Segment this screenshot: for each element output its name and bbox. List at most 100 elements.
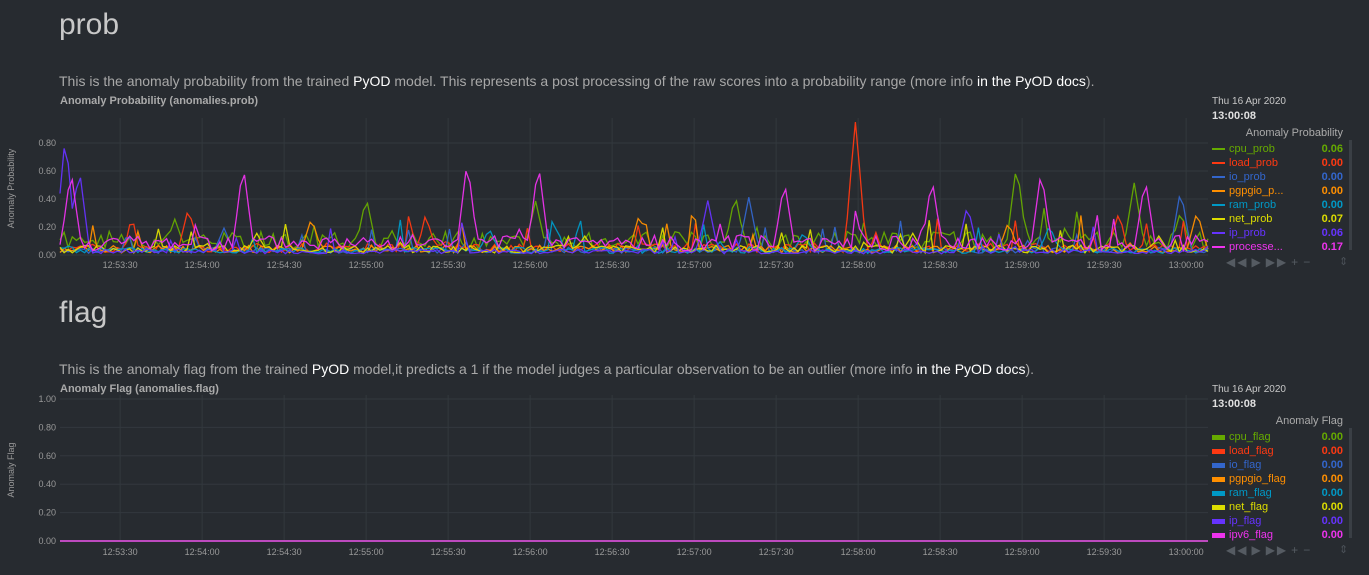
resize-icon[interactable]: ⇕ — [1339, 256, 1349, 268]
zoom-out-icon[interactable]: − — [1303, 255, 1313, 269]
chart-controls: ◀◀ ▶ ▶▶ + − — [1226, 255, 1315, 269]
legend-series-value: 0.17 — [1321, 241, 1343, 253]
legend-item-load_prob[interactable]: load_prob 0.00 — [1212, 156, 1352, 170]
x-tick-label: 12:59:30 — [1087, 260, 1122, 270]
pan-right-icon[interactable]: ▶▶ — [1265, 255, 1289, 269]
legend-swatch — [1212, 232, 1225, 234]
x-tick-label: 12:53:30 — [103, 260, 138, 270]
legend-series-name: ram_prob — [1229, 199, 1277, 211]
legend-scrollbar[interactable] — [1349, 140, 1352, 250]
x-tick-label: 12:54:30 — [267, 547, 302, 557]
series-line-processes_prob — [59, 170, 1209, 253]
play-icon[interactable]: ▶ — [1251, 255, 1263, 269]
legend-item-load_flag[interactable]: load_flag 0.00 — [1212, 444, 1352, 458]
legend-item-cpu_flag[interactable]: cpu_flag 0.00 — [1212, 430, 1352, 444]
legend-item-ip_prob[interactable]: ip_prob 0.06 — [1212, 226, 1352, 240]
legend-item-pgpgio_flag[interactable]: pgpgio_flag 0.00 — [1212, 472, 1352, 486]
legend-swatch — [1212, 491, 1225, 496]
x-tick-label: 12:57:30 — [759, 260, 794, 270]
legend-series-name: cpu_flag — [1229, 431, 1271, 443]
y-axis-label: Anomaly Probability — [6, 148, 16, 228]
x-tick-label: 12:58:00 — [841, 260, 876, 270]
resize-icon[interactable]: ⇕ — [1339, 544, 1349, 556]
legend-series-value: 0.00 — [1321, 487, 1343, 499]
legend-swatch — [1212, 533, 1225, 538]
legend-flag: Thu 16 Apr 2020 13:00:08 Anomaly Flag cp… — [1212, 384, 1352, 542]
x-tick-label: 12:57:30 — [759, 547, 794, 557]
y-tick-label: 0.00 — [38, 536, 56, 546]
x-tick-label: 12:54:00 — [185, 260, 220, 270]
x-tick-label: 12:59:00 — [1005, 260, 1040, 270]
x-tick-label: 12:53:30 — [103, 547, 138, 557]
legend-series-value: 0.06 — [1321, 227, 1343, 239]
legend-swatch — [1212, 204, 1225, 206]
legend-scrollbar[interactable] — [1349, 428, 1352, 538]
legend-item-ipv6_flag[interactable]: ipv6_flag 0.00 — [1212, 528, 1352, 542]
pyod-link[interactable]: PyOD — [353, 73, 391, 89]
legend-series-name: pgpgio_flag — [1229, 473, 1286, 485]
x-tick-label: 12:56:00 — [513, 260, 548, 270]
legend-series-name: net_flag — [1229, 501, 1269, 513]
chart-controls: ◀◀ ▶ ▶▶ + − — [1226, 543, 1315, 557]
legend-item-ram_flag[interactable]: ram_flag 0.00 — [1212, 486, 1352, 500]
legend-series-value: 0.00 — [1321, 529, 1343, 541]
pan-left-icon[interactable]: ◀◀ — [1226, 543, 1249, 557]
x-tick-label: 12:55:00 — [349, 260, 384, 270]
zoom-out-icon[interactable]: − — [1303, 543, 1313, 557]
legend-prob: Thu 16 Apr 2020 13:00:08 Anomaly Probabi… — [1212, 96, 1352, 254]
legend-items: cpu_prob 0.06 load_prob 0.00 io_prob 0.00 pgpg… — [1212, 142, 1352, 254]
pan-left-icon[interactable]: ◀◀ — [1226, 255, 1249, 269]
chart-title-flag: Anomaly Flag (anomalies.flag) — [60, 383, 219, 395]
legend-swatch — [1212, 148, 1225, 150]
x-tick-label: 12:58:00 — [841, 547, 876, 557]
pyod-link[interactable]: PyOD — [311, 361, 350, 377]
y-tick-label: 0.60 — [38, 451, 56, 461]
prob-description: This is the anomaly probability from the… — [59, 73, 1095, 89]
y-tick-label: 0.00 — [38, 250, 56, 260]
legend-item-ip_flag[interactable]: ip_flag 0.00 — [1212, 514, 1352, 528]
y-axis-label: Anomaly Flag — [6, 442, 16, 497]
y-tick-label: 0.40 — [38, 479, 56, 489]
pan-right-icon[interactable]: ▶▶ — [1265, 543, 1289, 557]
x-tick-label: 12:59:30 — [1087, 547, 1122, 557]
zoom-in-icon[interactable]: + — [1291, 255, 1301, 269]
legend-item-processes_prob[interactable]: processe... 0.17 — [1212, 240, 1352, 254]
legend-item-io_flag[interactable]: io_flag 0.00 — [1212, 458, 1352, 472]
legend-series-name: ip_flag — [1229, 515, 1262, 527]
zoom-in-icon[interactable]: + — [1291, 543, 1301, 557]
legend-item-io_prob[interactable]: io_prob 0.00 — [1212, 170, 1352, 184]
section-title-flag: flag — [59, 296, 108, 329]
legend-item-ram_prob[interactable]: ram_prob 0.00 — [1212, 198, 1352, 212]
legend-series-value: 0.00 — [1321, 501, 1343, 513]
legend-item-cpu_prob[interactable]: cpu_prob 0.06 — [1212, 142, 1352, 156]
legend-swatch — [1212, 519, 1225, 524]
legend-swatch — [1212, 463, 1225, 468]
series-line-ip_prob — [59, 148, 1209, 255]
pyod-docs-link[interactable]: in the PyOD docs — [976, 73, 1086, 89]
play-icon[interactable]: ▶ — [1251, 543, 1263, 557]
y-tick-label: 0.40 — [38, 194, 56, 204]
section-title-prob: prob — [59, 8, 120, 41]
legend-swatch — [1212, 505, 1225, 510]
pyod-docs-link[interactable]: in the PyOD docs — [916, 361, 1026, 377]
legend-series-name: io_prob — [1229, 171, 1266, 183]
legend-swatch — [1212, 162, 1225, 164]
legend-item-pgpgio_prob[interactable]: pgpgio_p... 0.00 — [1212, 184, 1352, 198]
legend-series-value: 0.00 — [1321, 459, 1343, 471]
legend-item-net_flag[interactable]: net_flag 0.00 — [1212, 500, 1352, 514]
legend-swatch — [1212, 218, 1225, 220]
legend-series-name: io_flag — [1229, 459, 1262, 471]
x-tick-label: 12:55:30 — [431, 260, 466, 270]
y-tick-label: 0.20 — [38, 508, 56, 518]
legend-series-value: 0.00 — [1321, 445, 1343, 457]
prob-chart[interactable]: 0.00 0.20 0.40 0.60 0.80 12:53:30 12:54:00 12:5… — [0, 108, 1212, 273]
y-tick-label: 0.80 — [38, 422, 56, 432]
x-tick-label: 12:55:30 — [431, 547, 466, 557]
legend-series-value: 0.00 — [1321, 431, 1343, 443]
x-tick-label: 13:00:00 — [1169, 260, 1204, 270]
flag-chart[interactable]: 0.00 0.20 0.40 0.60 0.80 1.00 12:53:30 12:54:00… — [0, 393, 1212, 561]
legend-swatch — [1212, 449, 1225, 454]
legend-item-net_prob[interactable]: net_prob 0.07 — [1212, 212, 1352, 226]
legend-series-value: 0.00 — [1321, 199, 1343, 211]
chart-title-prob: Anomaly Probability (anomalies.prob) — [60, 95, 259, 107]
